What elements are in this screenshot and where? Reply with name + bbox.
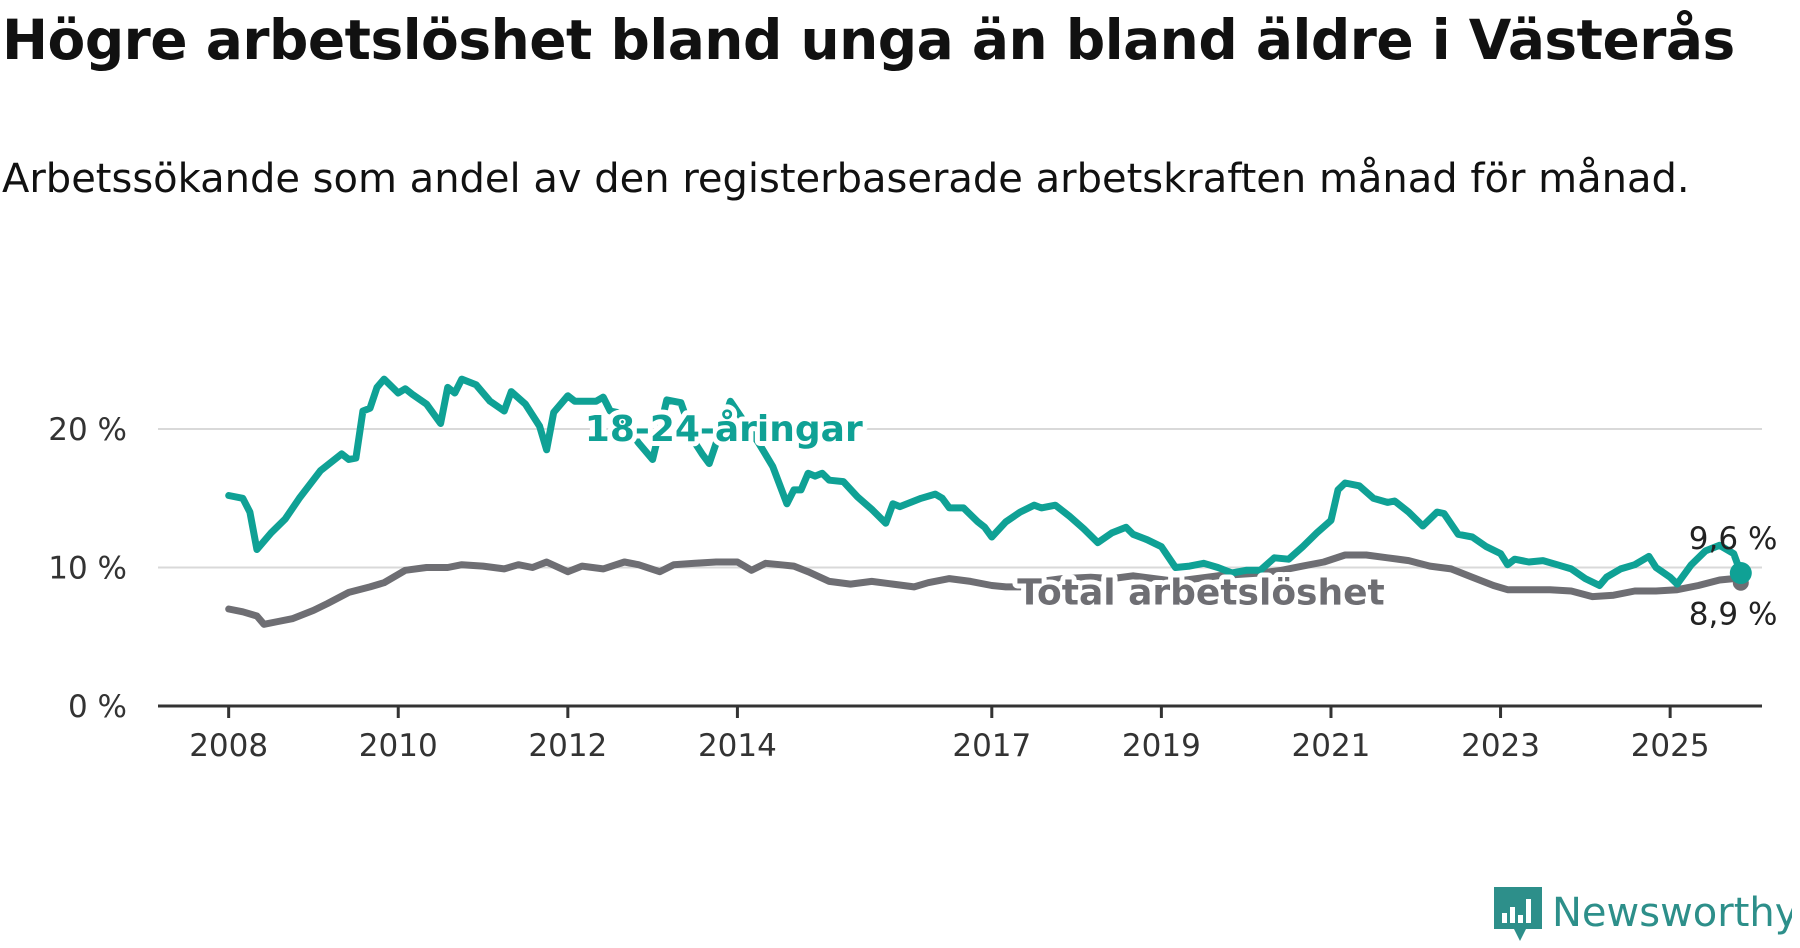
series-name-label: 18-24-åringar [585, 409, 863, 450]
x-tick-label: 2021 [1292, 728, 1371, 764]
y-tick-label: 20 % [48, 412, 127, 448]
x-tick-label: 2012 [528, 728, 607, 764]
series-line-total-arbetsl-shet [225, 551, 1745, 628]
series-name-label: Total arbetslöshet [1017, 572, 1385, 613]
end-value-label: 8,9 % [1689, 597, 1778, 633]
brand-logo: Newsworthy [1494, 887, 1792, 941]
x-tick-label: 2019 [1122, 728, 1201, 764]
newsworthy-chart-logo-icon [1494, 887, 1542, 941]
series-lines [225, 375, 1752, 628]
x-tick-label: 2010 [359, 728, 438, 764]
y-tick-label: 0 % [68, 689, 127, 725]
x-tick-label: 2025 [1631, 728, 1710, 764]
x-tick-label: 2023 [1461, 728, 1540, 764]
x-axis: 2008 2010 2012 2014 2017 2019 2021 2023 2025 [158, 704, 1762, 764]
series-labels: 9,6 % 8,9 % 18-24-åringar Total arbetslöshe… [580, 404, 1778, 633]
end-point-18-24-ringar [1729, 562, 1752, 585]
x-tick-label: 2008 [189, 728, 268, 764]
x-tick-label: 2014 [698, 728, 777, 764]
brand-name: Newsworthy [1552, 890, 1792, 936]
y-axis: 0 % 10 % 20 % [48, 412, 127, 725]
end-value-label: 9,6 % [1689, 521, 1778, 557]
y-tick-label: 10 % [48, 551, 127, 587]
chart-title: Högre arbetslöshet bland unga än bland ä… [2, 8, 1735, 72]
x-tick-label: 2017 [952, 728, 1031, 764]
series-line-18-24-ringar [225, 375, 1745, 589]
gridlines [158, 428, 1762, 569]
chart-subtitle: Arbetssökande som andel av den registerb… [2, 156, 1690, 202]
